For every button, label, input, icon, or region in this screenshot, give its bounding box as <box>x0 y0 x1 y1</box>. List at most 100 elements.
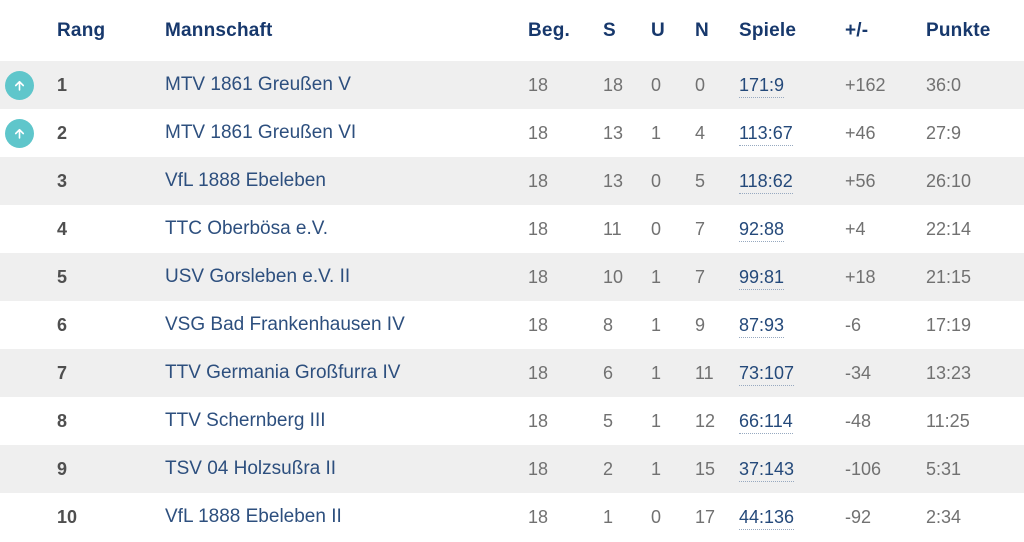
team-name-link[interactable]: VfL 1888 Ebeleben <box>165 170 326 191</box>
siege-cell: 13 <box>603 170 624 191</box>
spiele-link[interactable]: 73:107 <box>739 362 795 386</box>
plusminus-cell: -48 <box>845 410 872 431</box>
begegnungen-cell: 18 <box>528 266 549 287</box>
table-row: 10 VfL 1888 Ebeleben II 18 1 0 17 44:136… <box>0 493 1024 541</box>
spiele-link[interactable]: 99:81 <box>739 266 785 290</box>
rank-cell: 8 <box>57 410 68 431</box>
plusminus-cell: +56 <box>845 170 876 191</box>
begegnungen-cell: 18 <box>528 170 549 191</box>
begegnungen-cell: 18 <box>528 122 549 143</box>
column-header-spiele: Spiele <box>739 19 797 41</box>
team-name-link[interactable]: MTV 1861 Greußen VI <box>165 122 357 143</box>
niederlagen-cell: 0 <box>695 74 706 95</box>
team-name-link[interactable]: TTV Schernberg III <box>165 410 326 431</box>
begegnungen-cell: 18 <box>528 362 549 383</box>
spiele-cell: 92:88 <box>731 205 837 253</box>
table-body: 1 MTV 1861 Greußen V 18 18 0 0 171:9 +16… <box>0 61 1024 541</box>
punkte-cell: 26:10 <box>926 170 972 191</box>
spiele-link[interactable]: 92:88 <box>739 218 785 242</box>
header-row: Rang Mannschaft Beg. S U N Spiele +/- Pu… <box>0 0 1024 61</box>
team-name-link[interactable]: MTV 1861 Greußen V <box>165 74 351 95</box>
punkte-cell: 17:19 <box>926 314 972 335</box>
siege-cell: 18 <box>603 74 624 95</box>
up-arrow-icon <box>5 118 34 148</box>
niederlagen-cell: 9 <box>695 314 706 335</box>
siege-cell: 8 <box>603 314 614 335</box>
team-name-link[interactable]: USV Gorsleben e.V. II <box>165 266 351 287</box>
spiele-cell: 171:9 <box>731 61 837 109</box>
team-name-link[interactable]: VfL 1888 Ebeleben II <box>165 506 342 527</box>
rank-cell: 4 <box>57 218 68 239</box>
table-row: 5 USV Gorsleben e.V. II 18 10 1 7 99:81 … <box>0 253 1024 301</box>
siege-cell: 2 <box>603 458 614 479</box>
team-name-link[interactable]: TSV 04 Holzsußra II <box>165 458 337 479</box>
punkte-cell: 21:15 <box>926 266 972 287</box>
unentschieden-cell: 1 <box>651 362 662 383</box>
spiele-cell: 44:136 <box>731 493 837 541</box>
spiele-link[interactable]: 113:67 <box>739 122 793 146</box>
unentschieden-cell: 0 <box>651 218 662 239</box>
spiele-link[interactable]: 44:136 <box>739 506 795 530</box>
table-row: 2 MTV 1861 Greußen VI 18 13 1 4 113:67 +… <box>0 109 1024 157</box>
column-header-beg: Beg. <box>528 19 570 41</box>
punkte-cell: 36:0 <box>926 74 962 95</box>
spiele-link[interactable]: 118:62 <box>739 170 793 194</box>
team-name-link[interactable]: TTV Germania Großfurra IV <box>165 362 401 383</box>
niederlagen-cell: 5 <box>695 170 706 191</box>
table-row: 3 VfL 1888 Ebeleben 18 13 0 5 118:62 +56… <box>0 157 1024 205</box>
rank-cell: 7 <box>57 362 68 383</box>
rank-cell: 2 <box>57 122 68 143</box>
rank-cell: 9 <box>57 458 68 479</box>
promotion-cell <box>0 493 49 541</box>
punkte-cell: 27:9 <box>926 122 962 143</box>
plusminus-cell: -34 <box>845 362 872 383</box>
promotion-cell <box>0 157 49 205</box>
begegnungen-cell: 18 <box>528 218 549 239</box>
promotion-column-header <box>0 0 49 61</box>
niederlagen-cell: 17 <box>695 506 716 527</box>
spiele-link[interactable]: 37:143 <box>739 458 795 482</box>
spiele-link[interactable]: 171:9 <box>739 74 785 98</box>
siege-cell: 10 <box>603 266 624 287</box>
table-row: 6 VSG Bad Frankenhausen IV 18 8 1 9 87:9… <box>0 301 1024 349</box>
column-header-punkte: Punkte <box>926 19 991 41</box>
table-row: 8 TTV Schernberg III 18 5 1 12 66:114 -4… <box>0 397 1024 445</box>
rank-cell: 6 <box>57 314 68 335</box>
spiele-cell: 118:62 <box>731 157 837 205</box>
promotion-cell <box>0 205 49 253</box>
team-name-link[interactable]: VSG Bad Frankenhausen IV <box>165 314 405 335</box>
column-header-diff: +/- <box>845 19 869 41</box>
unentschieden-cell: 0 <box>651 170 662 191</box>
siege-cell: 5 <box>603 410 614 431</box>
punkte-cell: 22:14 <box>926 218 972 239</box>
punkte-cell: 11:25 <box>926 410 970 431</box>
column-header-u: U <box>651 19 665 41</box>
promotion-cell <box>0 349 49 397</box>
begegnungen-cell: 18 <box>528 314 549 335</box>
niederlagen-cell: 15 <box>695 458 716 479</box>
promotion-cell <box>0 61 49 109</box>
niederlagen-cell: 4 <box>695 122 706 143</box>
niederlagen-cell: 11 <box>695 362 714 383</box>
unentschieden-cell: 0 <box>651 506 662 527</box>
spiele-link[interactable]: 87:93 <box>739 314 785 338</box>
table-header: Rang Mannschaft Beg. S U N Spiele +/- Pu… <box>0 0 1024 61</box>
spiele-link[interactable]: 66:114 <box>739 410 793 434</box>
promotion-cell <box>0 109 49 157</box>
column-header-mannschaft: Mannschaft <box>165 19 273 41</box>
promotion-cell <box>0 445 49 493</box>
table-row: 1 MTV 1861 Greußen V 18 18 0 0 171:9 +16… <box>0 61 1024 109</box>
rank-cell: 10 <box>57 506 78 527</box>
unentschieden-cell: 1 <box>651 458 662 479</box>
column-header-n: N <box>695 19 709 41</box>
team-name-link[interactable]: TTC Oberbösa e.V. <box>165 218 328 239</box>
unentschieden-cell: 1 <box>651 122 662 143</box>
siege-cell: 6 <box>603 362 614 383</box>
spiele-cell: 99:81 <box>731 253 837 301</box>
spiele-cell: 87:93 <box>731 301 837 349</box>
punkte-cell: 13:23 <box>926 362 972 383</box>
niederlagen-cell: 7 <box>695 266 706 287</box>
plusminus-cell: -92 <box>845 506 872 527</box>
niederlagen-cell: 7 <box>695 218 706 239</box>
